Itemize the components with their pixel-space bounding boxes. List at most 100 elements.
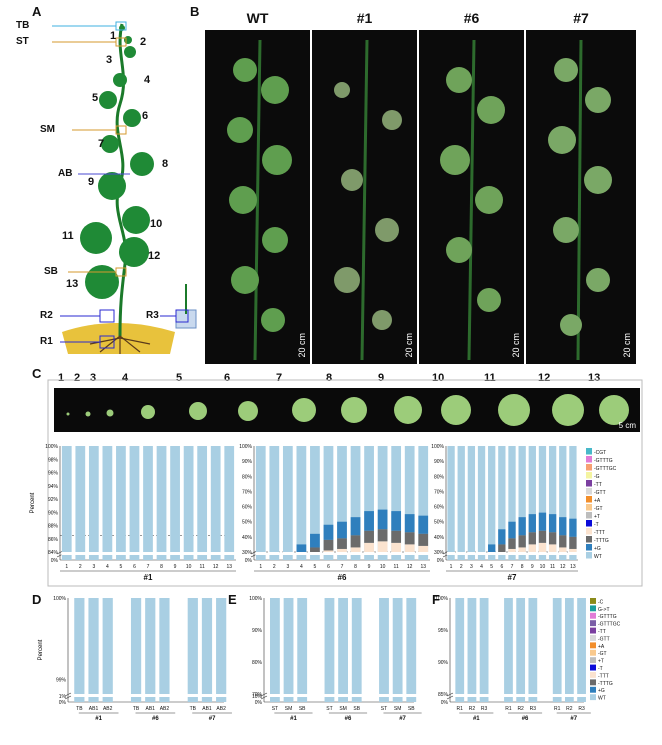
bar-break-gap (196, 552, 208, 555)
bar-segment-WT (392, 598, 403, 702)
c-leaf-8: 8 (326, 372, 333, 384)
y-tick-label: 94% (48, 484, 59, 490)
bar-segment-WT (391, 446, 402, 560)
bar-segment-+G (508, 521, 516, 539)
bar-segment-WT (577, 598, 586, 702)
y-tick-label: 100% (431, 444, 444, 450)
bar-break-gap (129, 552, 140, 555)
group-label: #7 (570, 716, 577, 722)
legend-label: +G (598, 688, 605, 694)
legend-swatch (590, 612, 596, 619)
label-r1: R1 (40, 336, 53, 347)
c-leaf-5: 5 (176, 372, 183, 384)
bar-segment-+G (404, 514, 415, 533)
bar-segment-WT (324, 598, 335, 702)
bar-break-gap (538, 552, 547, 555)
panel-b-letter: B (190, 4, 200, 19)
x-tick-label: 12 (213, 564, 219, 570)
bar-segment-WT (297, 598, 308, 702)
leaf-num-13: 13 (66, 278, 79, 290)
bar-segment-WT (216, 598, 227, 702)
bar-segment-WT (479, 598, 489, 702)
bar-break-gap (283, 694, 294, 697)
x-tick-label: 11 (200, 564, 205, 570)
legend-label: -G (594, 474, 600, 480)
bar-segment--TTT (404, 544, 415, 552)
root-lines (89, 335, 151, 354)
bar-segment-WT (116, 446, 126, 560)
legend-swatch (586, 472, 592, 479)
y-tick-label: 40% (434, 535, 445, 541)
bar-segment-+G (498, 529, 506, 545)
x-tick-label: R2 (517, 706, 524, 712)
bar-segment-WT (143, 446, 153, 560)
y-tick-label: 99% (56, 678, 67, 684)
panel-a-letter: A (32, 4, 42, 19)
c-leaf-6: 6 (224, 372, 231, 384)
x-tick-label: AB1 (146, 706, 156, 712)
bar-segment--TTT (518, 547, 526, 552)
bar-segment-WT (323, 446, 334, 560)
x-tick-label: 3 (286, 564, 289, 570)
x-tick-label: 12 (407, 564, 413, 570)
bar-segment--TTT (337, 548, 347, 552)
leaf-num-1: 1 (110, 30, 117, 42)
x-tick-label: 7 (341, 564, 344, 570)
bar-segment--TTT (528, 544, 536, 552)
bar-segment-WT (74, 598, 85, 702)
legend-swatch (590, 635, 596, 641)
panel-f-letter: F (432, 592, 440, 607)
bar-segment-WT (156, 446, 167, 560)
bar-break-gap (454, 694, 465, 697)
bar-segment-WT (538, 446, 547, 560)
bar-segment--TTT (418, 545, 429, 552)
bar-segment--TTTG (377, 529, 388, 542)
bar-segment-WT (296, 446, 307, 560)
bar-segment-WT (564, 598, 574, 702)
legend-swatch (586, 488, 592, 495)
chart-title: #7 (508, 573, 517, 582)
bar-segment--TTTG (548, 532, 557, 545)
x-tick-label: TB (190, 706, 197, 712)
chart-e: 10%70%80%90%100%0%ST SM SB ST SM SB ST SM SB#1 #6… (249, 596, 422, 722)
bar-segment-WT (338, 598, 348, 702)
bar-segment-WT (210, 446, 221, 560)
bar-segment-WT (255, 446, 266, 560)
legend-swatch (590, 694, 596, 701)
bar-break-gap (183, 552, 194, 555)
x-tick-label: 13 (226, 564, 232, 570)
x-tick-label: 6 (500, 564, 503, 570)
y-tick-label: 0% (59, 700, 67, 706)
photo-6-plant (440, 39, 505, 361)
leaf-num-2: 2 (140, 36, 147, 48)
leaf-scale: 5 cm (618, 421, 636, 430)
bar-break-gap (527, 694, 538, 697)
photo-title-wt: WT (246, 10, 269, 26)
bar-break-gap (392, 694, 404, 697)
x-tick-label: 9 (531, 564, 534, 570)
x-tick-label: ST (381, 706, 387, 712)
photo-1-plant (334, 39, 402, 361)
bar-segment-WT (457, 446, 465, 560)
y-tick-label: 0% (245, 558, 253, 564)
bar-segment-WT (337, 446, 347, 560)
label-sm: SM (40, 124, 55, 135)
y-tick-label: 96% (48, 471, 59, 477)
panel-d-letter: D (32, 592, 42, 607)
bar-segment--TTT (548, 544, 557, 552)
x-tick-label: AB1 (89, 706, 99, 712)
bar-break-gap (158, 694, 171, 697)
bar-segment--TTTG (337, 538, 347, 549)
legend-swatch (590, 598, 596, 604)
bar-segment-+G (418, 515, 429, 534)
y-tick-label: 30% (242, 550, 253, 556)
bar-break-gap (377, 552, 388, 555)
bar-segment-+G (310, 533, 320, 548)
x-tick-label: SB (408, 706, 415, 712)
legend-swatch (586, 448, 592, 455)
y-tick-label: 88% (48, 524, 59, 530)
x-tick-label: 2 (460, 564, 463, 570)
bar-segment-+G (559, 517, 567, 536)
bar-segment-WT (159, 598, 170, 702)
legend-swatch (586, 520, 592, 527)
